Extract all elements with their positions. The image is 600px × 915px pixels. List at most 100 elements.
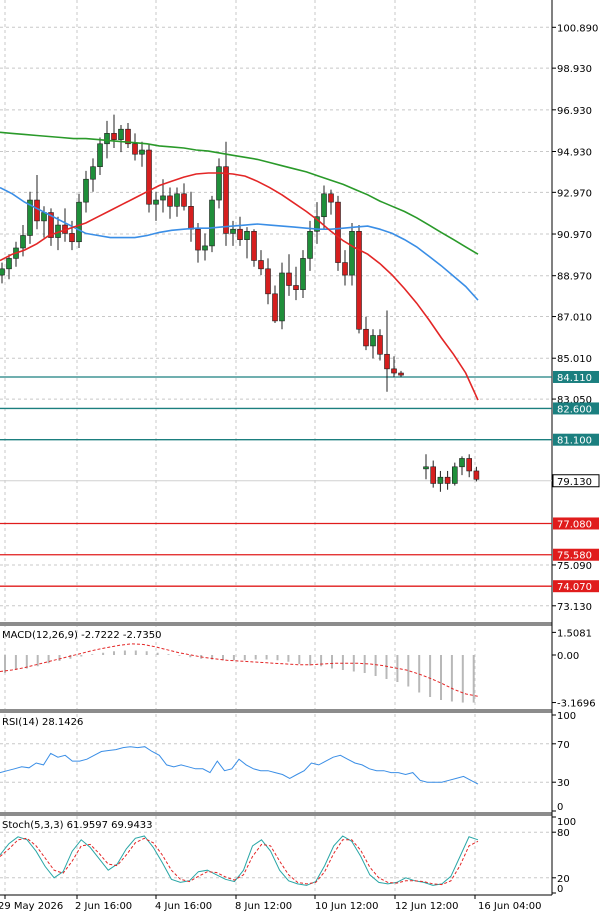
candle-body-58 xyxy=(423,466,429,470)
candle-body-11 xyxy=(76,201,82,243)
rsi-line xyxy=(0,746,479,785)
candle-body-53 xyxy=(370,335,376,347)
stoch-tick-label: 20 xyxy=(557,874,570,885)
ma-green-line xyxy=(0,131,479,255)
candle-body-33 xyxy=(230,228,236,234)
candle-body-43 xyxy=(300,258,306,290)
candle-body-56 xyxy=(391,368,397,374)
candle-body-57 xyxy=(398,372,404,376)
ma-blue-line xyxy=(0,186,479,301)
level-tag-2 xyxy=(553,433,599,446)
ma-red-line xyxy=(0,172,479,401)
stoch-pane xyxy=(0,831,552,886)
macd-label: MACD(12,26,9) -2.7222 -2.7350 xyxy=(2,630,162,641)
x-tick-label: 4 Jun 16:00 xyxy=(155,901,212,912)
candle-body-62 xyxy=(451,466,458,484)
candle-body-26 xyxy=(181,193,187,207)
candle-body-34 xyxy=(237,228,243,240)
rsi-tick-label: 0 xyxy=(557,802,563,813)
y-tick-label: 85.010 xyxy=(557,354,592,365)
macd-signal-line xyxy=(0,643,479,697)
candle-body-30 xyxy=(209,199,215,247)
pane-separator-0 xyxy=(0,622,552,626)
level-tag-label: 74.070 xyxy=(557,582,592,593)
candle-body-12 xyxy=(83,178,89,203)
candle-body-40 xyxy=(279,272,285,322)
candle-body-14 xyxy=(97,143,103,168)
x-tick-label: 8 Jun 12:00 xyxy=(235,901,292,912)
candle-body-23 xyxy=(160,195,166,201)
candle-body-28 xyxy=(195,228,201,251)
candle-body-55 xyxy=(384,353,390,370)
stoch-tick-label: 100 xyxy=(557,817,576,828)
x-tick-label: 2 Jun 16:00 xyxy=(75,901,132,912)
y-tick-label: 75.090 xyxy=(557,561,592,572)
stoch-label: Stoch(5,3,3) 61.9597 69.9433 xyxy=(2,820,153,831)
candle-body-19 xyxy=(132,143,138,155)
candle-body-44 xyxy=(307,231,313,259)
y-tick-label: 88.970 xyxy=(557,272,592,283)
candle-body-25 xyxy=(174,193,180,207)
rsi-pane xyxy=(0,743,552,785)
candle-body-50 xyxy=(349,231,355,276)
candle-body-37 xyxy=(258,260,264,270)
rsi-tick-label: 70 xyxy=(557,740,570,751)
candle-body-20 xyxy=(139,149,145,155)
candle-body-27 xyxy=(188,206,194,230)
stoch-tick-label: 80 xyxy=(557,828,570,839)
candle-body-4 xyxy=(27,199,33,236)
candle-body-41 xyxy=(286,272,292,286)
price-marker-tag xyxy=(552,474,600,488)
candle-body-42 xyxy=(293,285,299,290)
x-tick-label: 10 Jun 12:00 xyxy=(315,901,379,912)
candle-body-52 xyxy=(363,328,369,347)
candle-body-5 xyxy=(34,199,40,222)
x-tick-label: 12 Jun 12:00 xyxy=(395,901,459,912)
candle-body-13 xyxy=(90,166,96,180)
candle-body-22 xyxy=(153,199,159,205)
level-tag-4 xyxy=(553,517,599,530)
candle-body-39 xyxy=(272,293,278,322)
level-tag-1 xyxy=(553,402,599,415)
y-tick-label: 73.130 xyxy=(557,602,592,613)
candle-body-21 xyxy=(146,149,152,205)
level-tag-6 xyxy=(553,580,599,593)
stoch-k-line xyxy=(0,835,479,886)
candle-body-35 xyxy=(244,231,250,240)
candle-body-65 xyxy=(473,470,480,480)
level-tag-label: 84.110 xyxy=(557,373,592,384)
rsi-label: RSI(14) 28.1426 xyxy=(2,717,83,728)
candle-body-46 xyxy=(321,193,327,218)
x-tick-label: 16 Jun 04:00 xyxy=(478,901,542,912)
y-tick-label: 90.970 xyxy=(557,230,592,241)
candle-body-63 xyxy=(459,458,465,468)
level-tag-5 xyxy=(553,548,599,561)
candle-body-54 xyxy=(377,335,383,355)
candle-body-29 xyxy=(202,245,208,251)
candle-body-38 xyxy=(265,268,271,295)
candle-body-7 xyxy=(48,212,54,238)
candle-body-48 xyxy=(335,201,341,263)
candle-body-17 xyxy=(118,128,124,140)
candle-body-15 xyxy=(104,133,110,145)
candle-body-10 xyxy=(69,233,75,243)
y-tick-label: 83.050 xyxy=(557,395,592,406)
candle-body-32 xyxy=(223,166,229,234)
candle-body-0 xyxy=(0,268,5,276)
candle-body-16 xyxy=(111,133,117,140)
candle-body-49 xyxy=(342,262,348,276)
macd-pane xyxy=(0,643,479,703)
y-tick-label: 94.930 xyxy=(557,147,592,158)
candle-body-36 xyxy=(251,231,257,261)
y-tick-label: 92.970 xyxy=(557,188,592,199)
stoch-d-line xyxy=(0,837,479,886)
rsi-tick-label: 30 xyxy=(557,778,570,789)
y-tick-label: 87.010 xyxy=(557,313,592,324)
candle-body-59 xyxy=(430,466,437,484)
candle-body-60 xyxy=(437,476,444,484)
candle-body-47 xyxy=(328,193,334,203)
price-pane xyxy=(0,114,552,587)
candle-body-45 xyxy=(314,216,320,232)
rsi-tick-label: 100 xyxy=(557,711,576,722)
y-tick-label: 96.930 xyxy=(557,106,592,117)
